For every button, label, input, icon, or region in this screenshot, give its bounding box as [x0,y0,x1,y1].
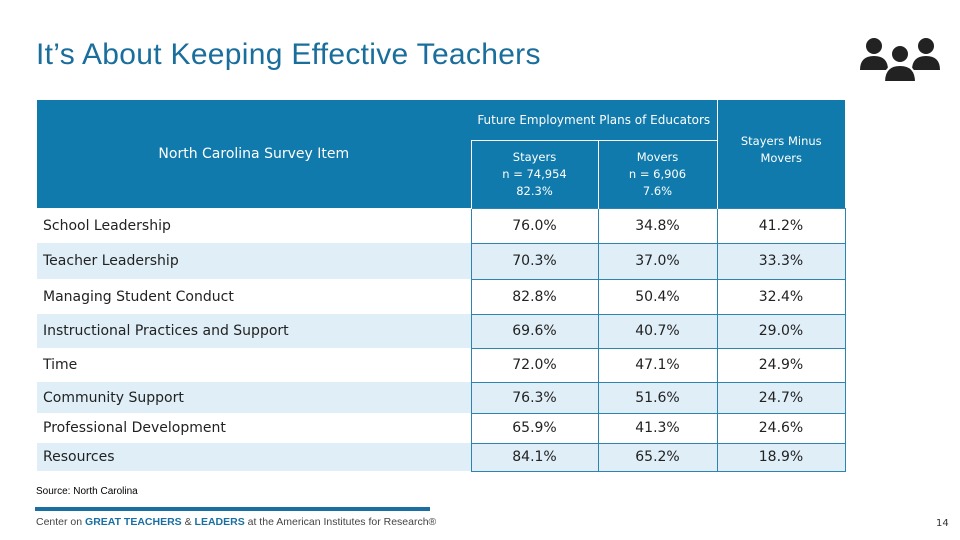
footer-part: GREAT TEACHERS [85,516,182,528]
header-line: Stayers [512,149,557,164]
header-line: n = 74,954 [502,166,567,181]
value-cell: 65.2% [597,442,718,472]
header-line: Movers [636,149,679,164]
page-number: 14 [936,518,949,529]
table-row: Managing Student Conduct 82.8% 50.4% 32.4% [37,278,846,315]
value-cell: 32.4% [716,278,846,315]
table-row: Resources 84.1% 65.2% 18.9% [37,442,846,472]
source-note: Source: North Carolina [36,486,138,497]
value-cell: 29.0% [716,313,846,349]
value-cell: 24.9% [716,347,846,383]
value-cell: 82.8% [470,278,599,315]
item-cell: School Leadership [43,217,171,234]
value-cell: 50.4% [597,278,718,315]
value-cell: 40.7% [597,313,718,349]
table-row: Professional Development 65.9% 41.3% 24.6% [37,412,846,444]
item-cell: Resources [43,449,115,465]
footer-part: LEADERS [194,516,245,528]
value-cell: 41.3% [597,412,718,444]
column-header: Movers n = 6,906 7.6% [597,140,717,208]
header-line: 7.6% [642,183,673,198]
value-cell: 47.1% [597,347,718,383]
table-row: School Leadership 76.0% 34.8% 41.2% [37,207,846,244]
header-row: North Carolina Survey Item Future Employm… [37,100,845,208]
people-icon [860,38,940,83]
slide-title: It’s About Keeping Effective Teachers [36,38,541,71]
value-cell: 72.0% [470,347,599,383]
value-cell: 51.6% [597,381,718,414]
footer-part: at the American Institutes for Research® [244,516,437,528]
item-header: North Carolina Survey Item [37,100,471,208]
value-cell: 41.2% [716,207,846,244]
column-header: Stayers n = 74,954 82.3% [470,140,598,208]
group-header: Future Employment Plans of Educators [471,100,717,141]
value-cell: 84.1% [470,442,599,472]
value-cell: 34.8% [597,207,718,244]
footer-text: Center on GREAT TEACHERS & LEADERS at th… [36,516,436,528]
table-row: Teacher Leadership 70.3% 37.0% 33.3% [37,242,846,280]
table-row: Community Support 76.3% 51.6% 24.7% [37,381,846,414]
footer-part: Center on [36,516,86,528]
header-line: 82.3% [516,183,553,198]
item-cell: Managing Student Conduct [43,288,234,305]
value-cell: 69.6% [470,313,599,349]
header-line: n = 6,906 [628,166,687,181]
data-table: North Carolina Survey Item Future Employm… [37,100,846,472]
value-cell: 37.0% [597,242,718,280]
item-cell: Professional Development [43,420,226,436]
header-line: Stayers Minus [740,133,822,148]
value-cell: 65.9% [470,412,599,444]
header-row: Stayers n = 74,954 82.3% Movers n = 6,906 7.6… [37,140,845,208]
footer-part: & [181,516,195,528]
header-line: Movers [760,150,803,165]
value-cell: 18.9% [716,442,846,472]
item-cell: Teacher Leadership [43,253,179,269]
table-row: Time 72.0% 47.1% 24.9% [37,347,846,383]
item-cell: Community Support [43,389,184,406]
value-cell: 33.3% [716,242,846,280]
column-header: Stayers Minus Movers [716,100,845,208]
footer-rule [35,507,430,511]
value-cell: 70.3% [470,242,599,280]
value-cell: 24.7% [716,381,846,414]
value-cell: 76.3% [470,381,599,414]
item-cell: Instructional Practices and Support [43,323,289,339]
value-cell: 76.0% [470,207,599,244]
item-cell: Time [43,357,78,373]
table-row: Instructional Practices and Support 69.6%… [37,313,846,349]
value-cell: 24.6% [716,412,846,444]
